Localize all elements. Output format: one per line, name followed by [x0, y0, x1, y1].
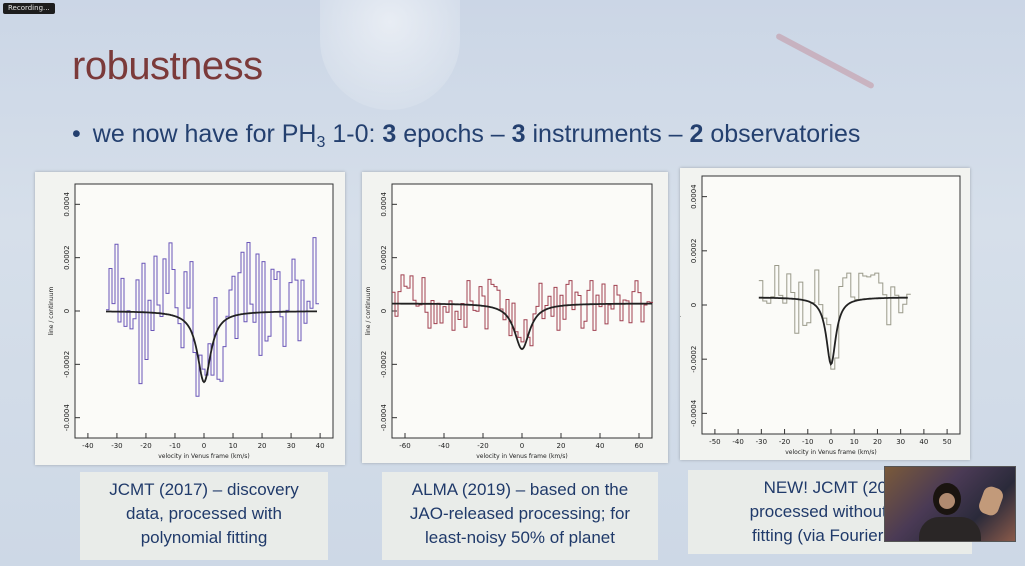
y-axis-label: line / continuum — [680, 280, 682, 329]
slide-decoration-shell — [320, 0, 460, 110]
x-tick-label: -20 — [477, 442, 488, 450]
bullet-point: • we now have for PH3 1-0: 3 epochs – 3 i… — [72, 120, 860, 152]
x-tick-label: -10 — [802, 438, 813, 446]
y-tick-label: 0.0004 — [690, 184, 698, 209]
y-tick-label: 0.0004 — [380, 192, 388, 217]
presenter-video-thumbnail[interactable] — [884, 466, 1016, 542]
caption-line: JAO-released processing; for — [409, 504, 631, 523]
x-tick-label: -30 — [756, 438, 767, 446]
caption-line: polynomial fitting — [140, 528, 268, 547]
x-tick-label: 40 — [316, 442, 325, 450]
caption-line: NEW! JCMT (202 — [763, 478, 897, 497]
presenter-face — [939, 493, 955, 509]
y-tick-label: -0.0004 — [380, 404, 388, 432]
y-axis-label: line / continuum — [365, 286, 372, 335]
slide-decoration-streak — [775, 32, 875, 90]
bullet-dot: • — [72, 120, 81, 148]
y-tick-label: -0.0002 — [380, 351, 388, 378]
caption-line: ALMA (2019) – based on the — [411, 480, 629, 499]
spectrum-data-line — [106, 237, 319, 397]
y-axis-label: line / continuum — [48, 286, 55, 335]
caption-alma-2019: ALMA (2019) – based on the JAO-released … — [382, 472, 658, 560]
y-tick-label: -0.0004 — [690, 399, 698, 427]
x-tick-label: 50 — [943, 438, 952, 446]
bullet-num-instruments: 3 — [511, 120, 526, 148]
bullet-subscript: 3 — [316, 134, 326, 151]
y-tick-label: 0.0004 — [63, 192, 71, 217]
x-tick-label: -60 — [399, 442, 410, 450]
caption-line: JCMT (2017) – discovery — [109, 480, 299, 499]
x-tick-label: -40 — [82, 442, 93, 450]
x-tick-label: -20 — [779, 438, 790, 446]
presenter-body — [919, 517, 981, 541]
recording-indicator: Recording... — [3, 3, 55, 14]
spectrum-data-line — [392, 274, 653, 347]
x-axis-label: velocity in Venus frame (km/s) — [158, 453, 250, 460]
x-axis-label: velocity in Venus frame (km/s) — [785, 449, 877, 456]
bullet-word-observatories: observatories — [703, 120, 861, 148]
caption-line: data, processed with — [126, 504, 282, 523]
x-tick-label: 30 — [287, 442, 296, 450]
x-tick-label: 0 — [520, 442, 524, 450]
y-tick-label: 0 — [690, 303, 698, 307]
caption-line: processed without po — [749, 502, 911, 521]
x-tick-label: 10 — [229, 442, 238, 450]
caption-jcmt-2017: JCMT (2017) – discovery data, processed … — [80, 472, 328, 560]
spectrum-plot-jcmt-2017: 0.0004 0.0002 0 -0.0002 -0.0004 line / contin… — [48, 183, 334, 460]
plot-panel-jcmt-new: 0.0004 0.0002 0 -0.0002 -0.0004 line / contin… — [680, 168, 970, 460]
spectrum-plot-alma-2019: 0.0004 0.0002 0 -0.0002 -0.0004 line / contin… — [365, 183, 653, 460]
spectrum-plot-jcmt-new: 0.0004 0.0002 0 -0.0002 -0.0004 line / contin… — [680, 175, 961, 456]
x-tick-label: -40 — [732, 438, 743, 446]
y-tick-label: 0 — [63, 309, 71, 313]
x-tick-label: 0 — [202, 442, 206, 450]
bullet-num-epochs: 3 — [382, 120, 397, 148]
x-tick-label: 40 — [596, 442, 605, 450]
y-tick-label: 0.0002 — [63, 245, 71, 270]
caption-line: least-noisy 50% of planet — [425, 528, 615, 547]
x-tick-label: 0 — [829, 438, 833, 446]
x-tick-label: -20 — [140, 442, 151, 450]
y-tick-label: -0.0004 — [63, 404, 71, 432]
x-tick-label: 30 — [896, 438, 905, 446]
plot-panel-jcmt-2017: 0.0004 0.0002 0 -0.0002 -0.0004 line / contin… — [35, 172, 345, 465]
bullet-num-observatories: 2 — [689, 120, 704, 148]
y-tick-label: 0 — [380, 309, 388, 313]
model-fit-line — [106, 310, 317, 384]
plot-axes-frame — [391, 183, 653, 439]
x-tick-label: -40 — [438, 442, 449, 450]
x-tick-label: -10 — [169, 442, 180, 450]
y-tick-label: 0.0002 — [690, 239, 698, 264]
y-tick-label: 0.0002 — [380, 245, 388, 270]
bullet-word-epochs: epochs – — [396, 120, 512, 148]
plot-axes-frame — [701, 175, 961, 435]
model-fit-line — [392, 302, 652, 351]
x-axis-label: velocity in Venus frame (km/s) — [476, 453, 568, 460]
presenter-hand — [976, 484, 1006, 518]
x-tick-label: 20 — [557, 442, 566, 450]
x-tick-label: -30 — [111, 442, 122, 450]
plot-panel-alma-2019: 0.0004 0.0002 0 -0.0002 -0.0004 line / contin… — [362, 172, 668, 463]
spectrum-data-line — [758, 265, 911, 370]
x-tick-label: 60 — [635, 442, 644, 450]
bullet-word-instruments: instruments – — [525, 120, 690, 148]
x-tick-label: 20 — [258, 442, 267, 450]
y-tick-label: -0.0002 — [63, 351, 71, 378]
x-tick-label: -50 — [709, 438, 720, 446]
y-tick-label: -0.0002 — [690, 346, 698, 373]
model-fit-line — [758, 296, 908, 366]
bullet-text-rest: 1-0: — [325, 120, 383, 148]
slide-title: robustness — [72, 44, 263, 88]
x-tick-label: 10 — [850, 438, 859, 446]
caption-line: fitting (via Fourier tra — [752, 526, 908, 545]
x-tick-label: 40 — [919, 438, 928, 446]
bullet-text-pre: we now have for PH — [92, 120, 317, 148]
x-tick-label: 20 — [873, 438, 882, 446]
